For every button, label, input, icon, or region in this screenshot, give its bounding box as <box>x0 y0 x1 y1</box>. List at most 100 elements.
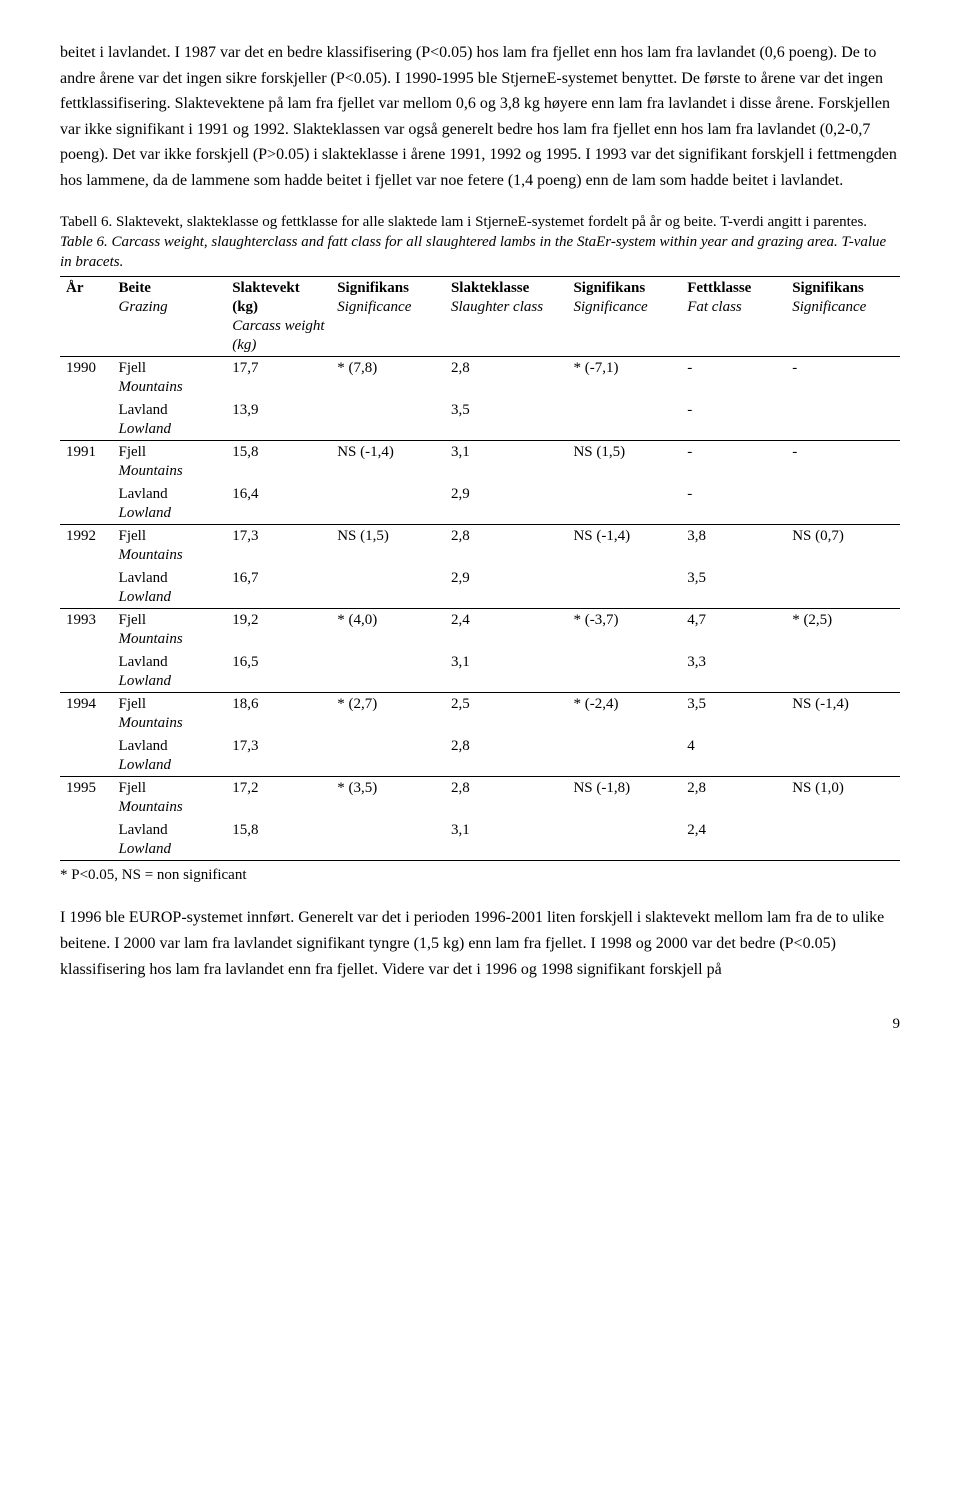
body-paragraph-2: I 1996 ble EUROP-systemet innført. Gener… <box>60 905 900 982</box>
cell-sig: NS (-1,4) <box>331 441 445 483</box>
cell-class: 3,1 <box>445 651 568 693</box>
cell-class: 2,8 <box>445 777 568 819</box>
table-row: LavlandLowland15,83,12,4 <box>60 819 900 861</box>
cell-sig: NS (0,7) <box>786 525 900 567</box>
cell-carcass: 15,8 <box>226 819 331 861</box>
cell-carcass: 16,7 <box>226 567 331 609</box>
cell-sig: * (7,8) <box>331 357 445 399</box>
table-row: 1993FjellMountains19,2* (4,0)2,4* (-3,7)… <box>60 609 900 651</box>
table-row: LavlandLowland17,32,84 <box>60 735 900 777</box>
cell-beite: LavlandLowland <box>112 399 226 441</box>
cell-sig <box>567 567 681 609</box>
cell-year: 1993 <box>60 609 112 651</box>
header-fatclass: Fettklasse Fat class <box>681 277 786 357</box>
cell-class: 2,8 <box>445 525 568 567</box>
cell-fat: 3,5 <box>681 567 786 609</box>
cell-year <box>60 735 112 777</box>
cell-carcass: 13,9 <box>226 399 331 441</box>
cell-beite: FjellMountains <box>112 441 226 483</box>
cell-sig: NS (1,0) <box>786 777 900 819</box>
cell-fat: 3,5 <box>681 693 786 735</box>
cell-fat: - <box>681 357 786 399</box>
cell-fat: 4 <box>681 735 786 777</box>
cell-fat: 3,3 <box>681 651 786 693</box>
cell-carcass: 19,2 <box>226 609 331 651</box>
cell-year: 1991 <box>60 441 112 483</box>
cell-sig: * (3,5) <box>331 777 445 819</box>
cell-beite: LavlandLowland <box>112 651 226 693</box>
table-row: 1995FjellMountains17,2* (3,5)2,8NS (-1,8… <box>60 777 900 819</box>
cell-sig <box>567 819 681 861</box>
cell-sig: * (4,0) <box>331 609 445 651</box>
cell-class: 2,5 <box>445 693 568 735</box>
cell-class: 3,1 <box>445 441 568 483</box>
cell-beite: FjellMountains <box>112 693 226 735</box>
cell-sig: NS (1,5) <box>331 525 445 567</box>
cell-sig <box>786 483 900 525</box>
cell-sig: * (-3,7) <box>567 609 681 651</box>
table-row: 1992FjellMountains17,3NS (1,5)2,8NS (-1,… <box>60 525 900 567</box>
cell-fat: - <box>681 441 786 483</box>
cell-sig <box>567 483 681 525</box>
header-beite: Beite Grazing <box>112 277 226 357</box>
cell-carcass: 17,3 <box>226 735 331 777</box>
cell-beite: FjellMountains <box>112 609 226 651</box>
cell-beite: LavlandLowland <box>112 483 226 525</box>
cell-year <box>60 651 112 693</box>
cell-beite: LavlandLowland <box>112 819 226 861</box>
cell-sig: * (-7,1) <box>567 357 681 399</box>
cell-fat: - <box>681 483 786 525</box>
cell-beite: FjellMountains <box>112 777 226 819</box>
data-table: År Beite Grazing Slaktevekt (kg) Carcass… <box>60 276 900 861</box>
table-row: LavlandLowland13,93,5- <box>60 399 900 441</box>
table-row: LavlandLowland16,5 3,1 3,3 <box>60 651 900 693</box>
cell-fat: 3,8 <box>681 525 786 567</box>
cell-sig: NS (1,5) <box>567 441 681 483</box>
table-row: 1991FjellMountains15,8NS (-1,4)3,1NS (1,… <box>60 441 900 483</box>
cell-fat: 2,8 <box>681 777 786 819</box>
table-footnote: * P<0.05, NS = non significant <box>60 863 900 887</box>
cell-carcass: 17,7 <box>226 357 331 399</box>
cell-year: 1990 <box>60 357 112 399</box>
header-slaughterclass: Slakteklasse Slaughter class <box>445 277 568 357</box>
cell-carcass: 17,3 <box>226 525 331 567</box>
table-header-row: År Beite Grazing Slaktevekt (kg) Carcass… <box>60 277 900 357</box>
cell-year <box>60 399 112 441</box>
cell-sig <box>567 735 681 777</box>
cell-sig: NS (-1,4) <box>567 525 681 567</box>
header-sig2: Signifikans Significance <box>567 277 681 357</box>
cell-class: 2,8 <box>445 357 568 399</box>
body-paragraph-1: beitet i lavlandet. I 1987 var det en be… <box>60 40 900 194</box>
page-number: 9 <box>60 1012 900 1036</box>
cell-year <box>60 567 112 609</box>
cell-sig: * (-2,4) <box>567 693 681 735</box>
header-year: År <box>60 277 112 357</box>
cell-carcass: 16,4 <box>226 483 331 525</box>
cell-sig <box>331 819 445 861</box>
table-body: 1990FjellMountains17,7* (7,8)2,8* (-7,1)… <box>60 357 900 861</box>
cell-carcass: 16,5 <box>226 651 331 693</box>
caption-english: Table 6. Carcass weight, slaughterclass … <box>60 234 886 270</box>
cell-sig <box>331 651 445 693</box>
cell-sig <box>331 399 445 441</box>
cell-sig: * (2,5) <box>786 609 900 651</box>
cell-sig <box>331 735 445 777</box>
cell-sig <box>567 399 681 441</box>
cell-beite: LavlandLowland <box>112 567 226 609</box>
cell-sig <box>786 567 900 609</box>
cell-sig <box>786 819 900 861</box>
cell-sig <box>786 399 900 441</box>
cell-class: 3,1 <box>445 819 568 861</box>
cell-sig: * (2,7) <box>331 693 445 735</box>
cell-sig <box>786 735 900 777</box>
cell-sig <box>331 483 445 525</box>
cell-sig <box>786 651 900 693</box>
cell-year <box>60 483 112 525</box>
cell-fat: 4,7 <box>681 609 786 651</box>
cell-sig <box>331 567 445 609</box>
cell-class: 2,9 <box>445 483 568 525</box>
cell-class: 2,9 <box>445 567 568 609</box>
cell-year: 1992 <box>60 525 112 567</box>
cell-beite: LavlandLowland <box>112 735 226 777</box>
header-carcass: Slaktevekt (kg) Carcass weight (kg) <box>226 277 331 357</box>
